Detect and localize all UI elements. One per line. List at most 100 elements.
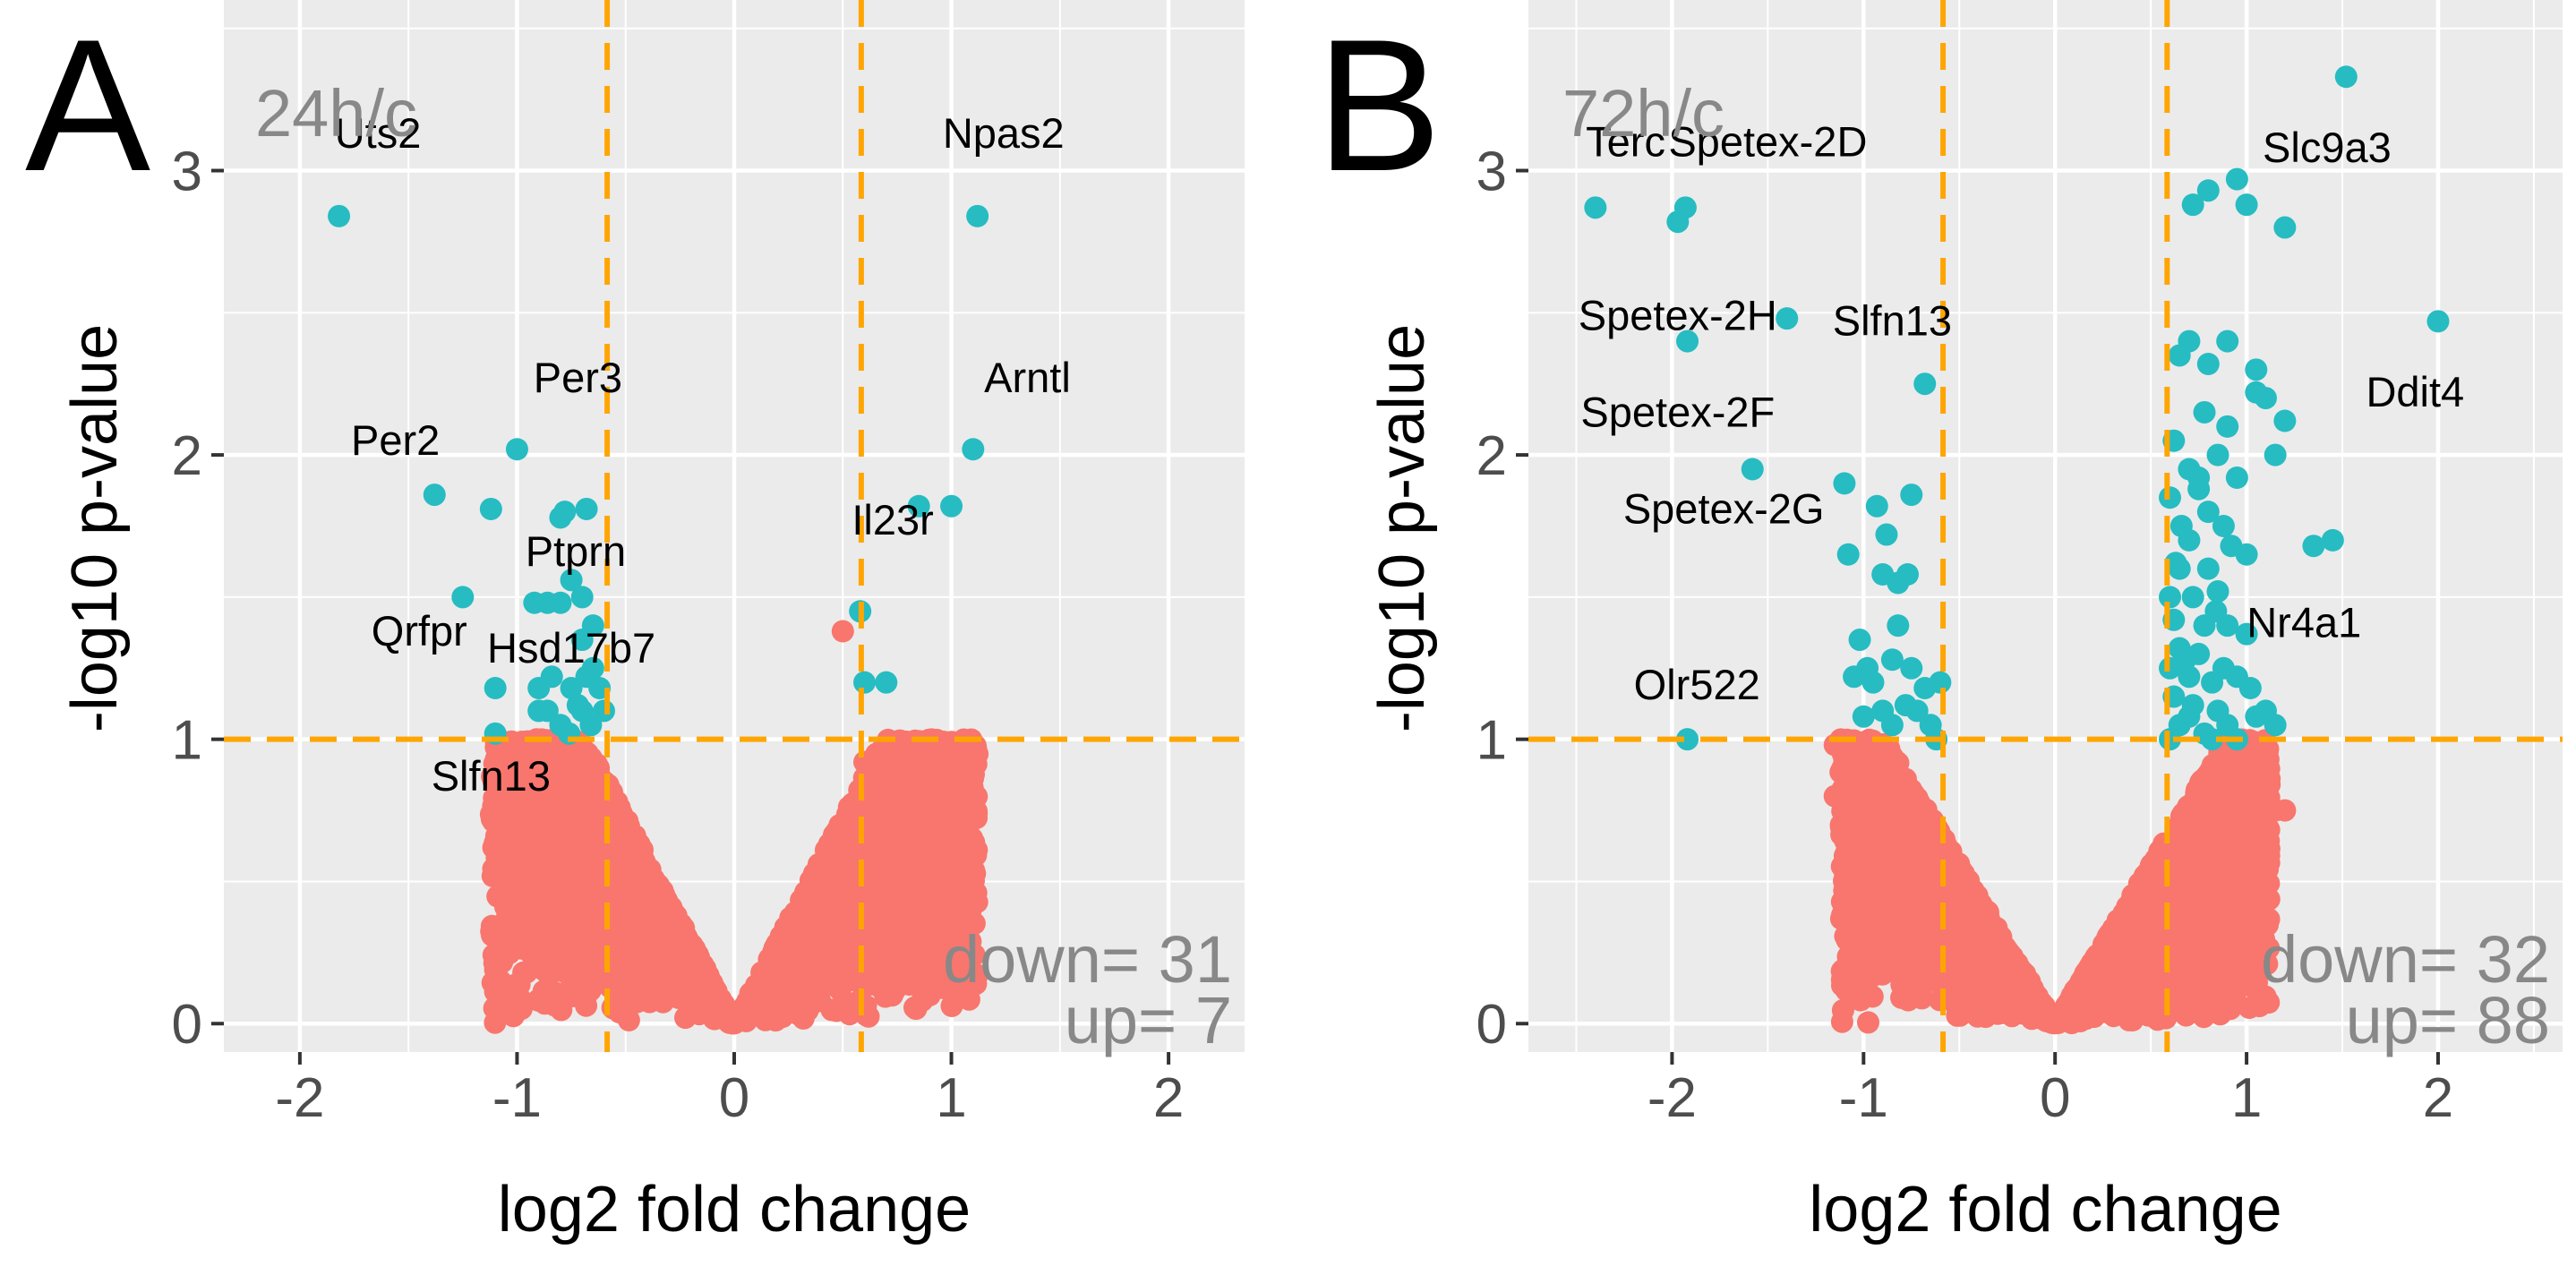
nonsignificant-point — [676, 928, 699, 951]
nonsignificant-point — [901, 856, 924, 879]
gene-label: Npas2 — [943, 109, 1065, 157]
nonsignificant-point — [834, 927, 857, 950]
nonsignificant-point — [898, 973, 921, 997]
nonsignificant-point — [637, 888, 660, 911]
significant-point — [549, 506, 572, 529]
nonsignificant-point — [819, 907, 843, 930]
significant-point — [966, 204, 989, 227]
nonsignificant-point — [582, 918, 605, 941]
significant-point — [549, 591, 572, 614]
nonsignificant-point — [535, 871, 558, 894]
panel-a-title: 24h/c — [255, 76, 417, 150]
nonsignificant-point — [531, 910, 554, 933]
panel-a-nonsignificant-points — [479, 620, 989, 1035]
x-tick-label: 1 — [936, 1067, 966, 1129]
nonsignificant-point — [886, 756, 909, 779]
nonsignificant-point — [496, 855, 519, 878]
nonsignificant-point — [492, 941, 515, 964]
nonsignificant-point — [862, 877, 886, 900]
nonsignificant-point — [569, 869, 593, 892]
nonsignificant-point — [688, 1003, 711, 1026]
nonsignificant-point — [941, 816, 964, 839]
panel-a-up-count: up= 7 — [1065, 983, 1232, 1057]
nonsignificant-point — [592, 846, 615, 869]
nonsignificant-point — [652, 990, 674, 1014]
nonsignificant-point — [911, 898, 935, 921]
nonsignificant-point — [888, 943, 911, 966]
nonsignificant-point — [956, 754, 980, 777]
gene-label: Arntl — [984, 354, 1071, 401]
gene-label: Per3 — [534, 354, 622, 401]
significant-point — [570, 586, 594, 609]
nonsignificant-point — [861, 829, 884, 852]
nonsignificant-point — [548, 754, 571, 777]
nonsignificant-point — [886, 909, 909, 932]
nonsignificant-point — [625, 841, 648, 864]
nonsignificant-point — [964, 843, 988, 867]
nonsignificant-point — [942, 899, 964, 922]
nonsignificant-point — [846, 990, 869, 1014]
nonsignificant-point — [940, 731, 963, 754]
nonsignificant-point — [1857, 1011, 1879, 1034]
nonsignificant-point — [910, 751, 933, 774]
nonsignificant-point — [608, 855, 631, 878]
nonsignificant-point — [894, 876, 917, 899]
nonsignificant-point — [526, 843, 549, 867]
nonsignificant-point — [943, 875, 966, 898]
nonsignificant-point — [578, 748, 601, 771]
nonsignificant-point — [882, 802, 905, 825]
nonsignificant-point — [869, 920, 891, 943]
significant-point — [505, 438, 528, 461]
nonsignificant-point — [880, 984, 903, 1007]
significant-point — [423, 483, 446, 507]
gene-label: Hsd17b7 — [487, 624, 655, 672]
nonsignificant-point — [788, 939, 811, 963]
nonsignificant-point — [938, 935, 962, 958]
nonsignificant-point — [800, 917, 824, 940]
y-tick-label: 3 — [172, 141, 202, 203]
panel-a-y-axis-title: -log10 p-value — [59, 324, 131, 732]
x-tick-label: 2 — [1153, 1067, 1184, 1129]
nonsignificant-point — [493, 827, 517, 851]
nonsignificant-point — [638, 958, 661, 980]
nonsignificant-point — [610, 874, 633, 897]
nonsignificant-point — [762, 945, 785, 968]
nonsignificant-point — [567, 940, 590, 963]
significant-point — [479, 497, 502, 520]
nonsignificant-point — [561, 843, 584, 867]
nonsignificant-point — [552, 960, 575, 983]
nonsignificant-point — [942, 782, 965, 805]
nonsignificant-point — [535, 945, 558, 968]
nonsignificant-point — [794, 888, 817, 911]
nonsignificant-point — [817, 888, 839, 911]
nonsignificant-point — [816, 869, 839, 892]
nonsignificant-point — [509, 987, 532, 1010]
nonsignificant-point — [551, 788, 574, 811]
nonsignificant-point — [575, 994, 598, 1017]
significant-point — [962, 438, 985, 461]
significant-point — [484, 677, 507, 700]
panel-a-x-axis-title: log2 fold change — [498, 1174, 971, 1245]
nonsignificant-point — [526, 988, 550, 1012]
nonsignificant-point — [907, 784, 930, 808]
significant-point — [875, 671, 898, 694]
nonsignificant-point — [896, 824, 920, 847]
gene-label: Per2 — [351, 416, 440, 464]
nonsignificant-point — [769, 925, 792, 947]
significant-point — [940, 494, 963, 518]
nonsignificant-point — [918, 984, 941, 1006]
nonsignificant-point — [680, 970, 703, 992]
nonsignificant-point — [657, 916, 680, 939]
nonsignificant-point — [785, 977, 808, 1000]
gene-label: Qrfpr — [372, 607, 467, 655]
y-tick-label: 2 — [172, 425, 202, 487]
nonsignificant-point — [811, 963, 834, 987]
nonsignificant-point — [592, 799, 614, 822]
nonsignificant-point — [1830, 1010, 1853, 1033]
nonsignificant-point — [483, 997, 506, 1020]
x-tick-label: 0 — [719, 1067, 749, 1129]
gene-label: Il23r — [852, 496, 933, 543]
